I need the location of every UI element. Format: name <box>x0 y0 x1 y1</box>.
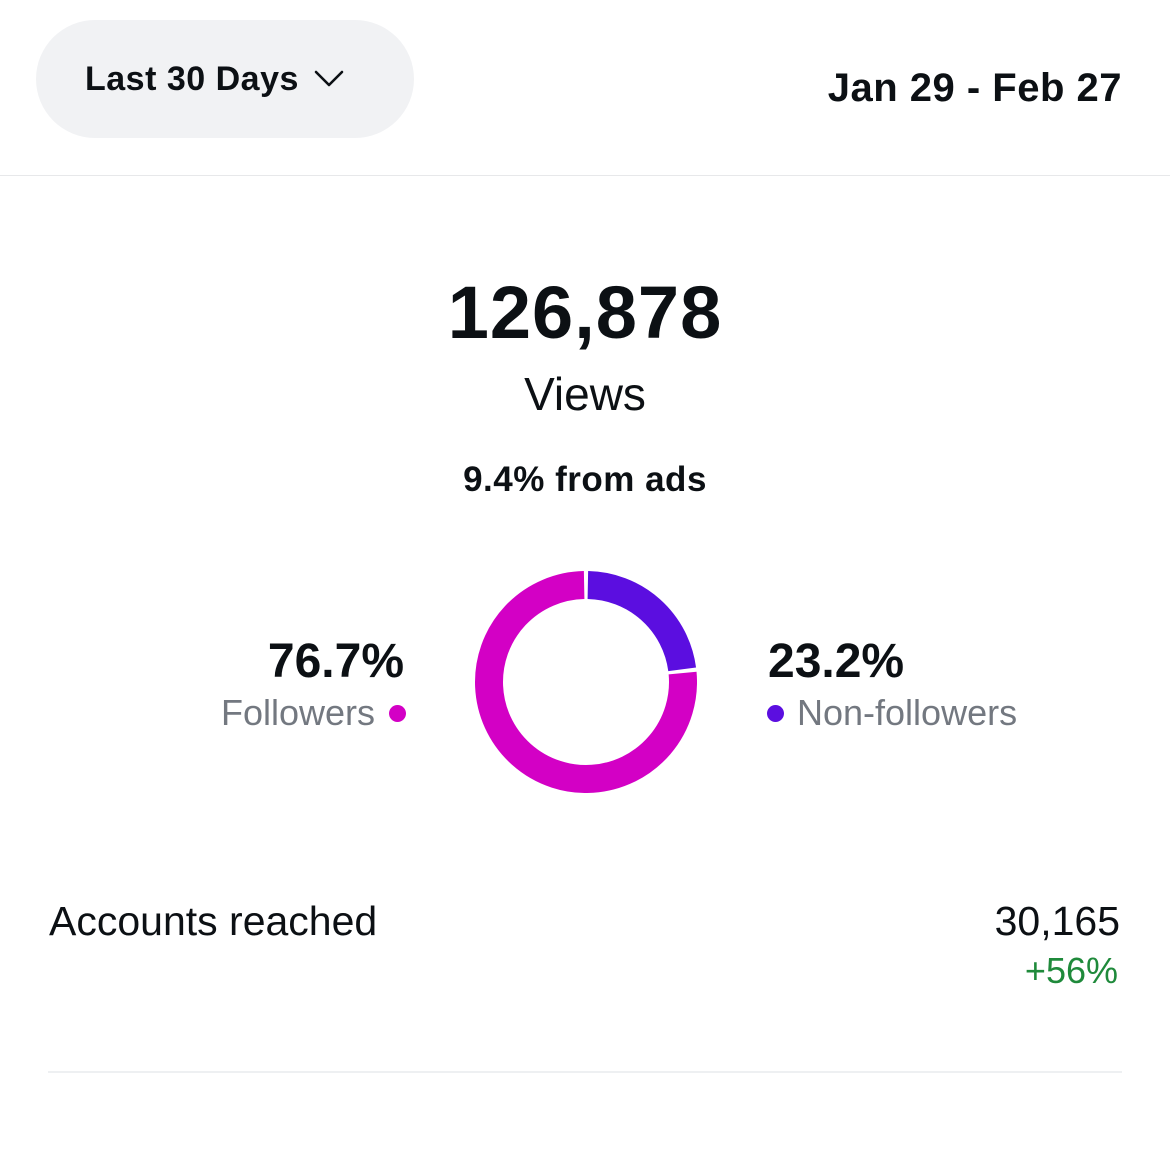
accounts-reached-value: 30,165 <box>994 898 1120 944</box>
followers-percentage: 76.7% <box>267 635 404 688</box>
non-followers-legend: Non-followers <box>767 692 1017 734</box>
accounts-reached-label: Accounts reached <box>49 898 378 944</box>
views-label: Views <box>524 368 646 420</box>
followers-legend-label: Followers <box>220 692 375 733</box>
followers-legend: Followers <box>221 692 406 734</box>
accounts-reached-change: +56% <box>1024 950 1118 991</box>
non-followers-arc <box>587 571 697 672</box>
audience-donut-chart <box>475 571 697 793</box>
non-followers-legend-label: Non-followers <box>797 692 1018 733</box>
date-range-selector-label: Last 30 Days <box>85 59 299 98</box>
chevron-down-icon <box>314 70 344 87</box>
non-followers-percentage: 23.2% <box>768 635 905 688</box>
followers-arc <box>475 571 697 793</box>
non-followers-legend-dot <box>767 704 784 722</box>
views-count: 126,878 <box>447 271 723 354</box>
date-range-text: Jan 29 - Feb 27 <box>827 66 1122 110</box>
ads-percentage-note: 9.4% from ads <box>463 460 707 499</box>
header-divider <box>0 175 1170 176</box>
section-divider <box>48 1071 1122 1073</box>
followers-legend-dot <box>389 704 406 722</box>
date-range-selector[interactable]: Last 30 Days <box>36 20 414 138</box>
